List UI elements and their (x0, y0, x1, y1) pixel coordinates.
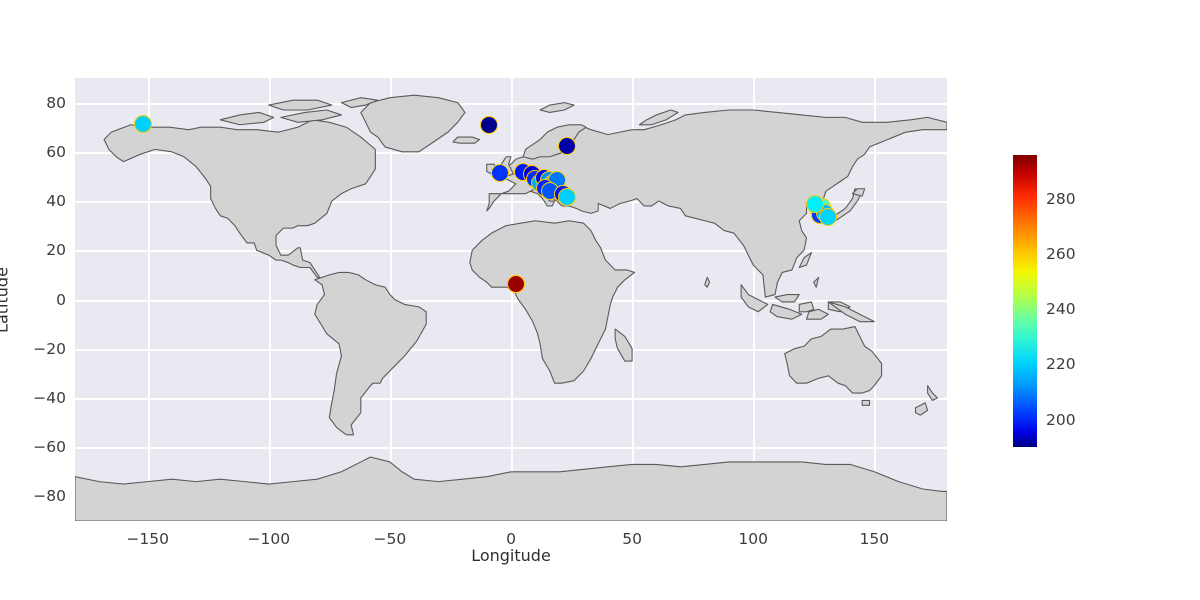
xtick-label: 150 (859, 530, 890, 548)
scatter-point (491, 163, 510, 182)
ytick-label: 60 (46, 142, 66, 161)
colorbar-tick-label: 280 (1046, 190, 1076, 209)
gridline-horizontal (75, 348, 947, 351)
colorbar-tick-label: 260 (1046, 245, 1076, 264)
scatter-point (557, 188, 576, 207)
ytick-label: −20 (33, 339, 66, 358)
map-plot-area (75, 78, 947, 521)
ytick-label: −80 (33, 487, 66, 506)
ytick-label: 40 (46, 192, 66, 211)
colorbar-tick-label: 220 (1046, 355, 1076, 374)
x-axis-label: Longitude (471, 546, 551, 565)
scatter-point (506, 274, 525, 293)
ytick-label: 20 (46, 241, 66, 260)
ytick-label: −40 (33, 388, 66, 407)
ytick-label: −60 (33, 438, 66, 457)
world-landmass-map (75, 94, 947, 521)
gridline-horizontal (75, 299, 947, 302)
scatter-point (819, 208, 838, 227)
xtick-label: 100 (738, 530, 768, 548)
scatter-point (480, 115, 499, 134)
colorbar: 280 260 240 220 200 (1013, 155, 1173, 447)
gridline-horizontal (75, 201, 947, 204)
scatter-point (557, 136, 576, 155)
ytick-label: 0 (56, 290, 66, 309)
xtick-label: −100 (247, 530, 291, 548)
colorbar-tick-label: 200 (1046, 410, 1076, 429)
colorbar-gradient (1013, 155, 1037, 447)
gridline-horizontal (75, 397, 947, 400)
colorbar-tick-label: 240 (1046, 300, 1076, 319)
xtick-label: −150 (126, 530, 169, 548)
gridline-horizontal (75, 447, 947, 450)
xtick-label: −50 (373, 530, 407, 548)
xtick-label: 50 (622, 530, 642, 548)
xtick-label: 0 (506, 530, 516, 548)
scatter-point (133, 115, 152, 134)
ytick-label: 80 (46, 93, 66, 112)
gridline-horizontal (75, 151, 947, 154)
gridline-horizontal (75, 102, 947, 105)
scatter-point (805, 194, 824, 213)
y-axis-label: Latitude (0, 267, 12, 333)
